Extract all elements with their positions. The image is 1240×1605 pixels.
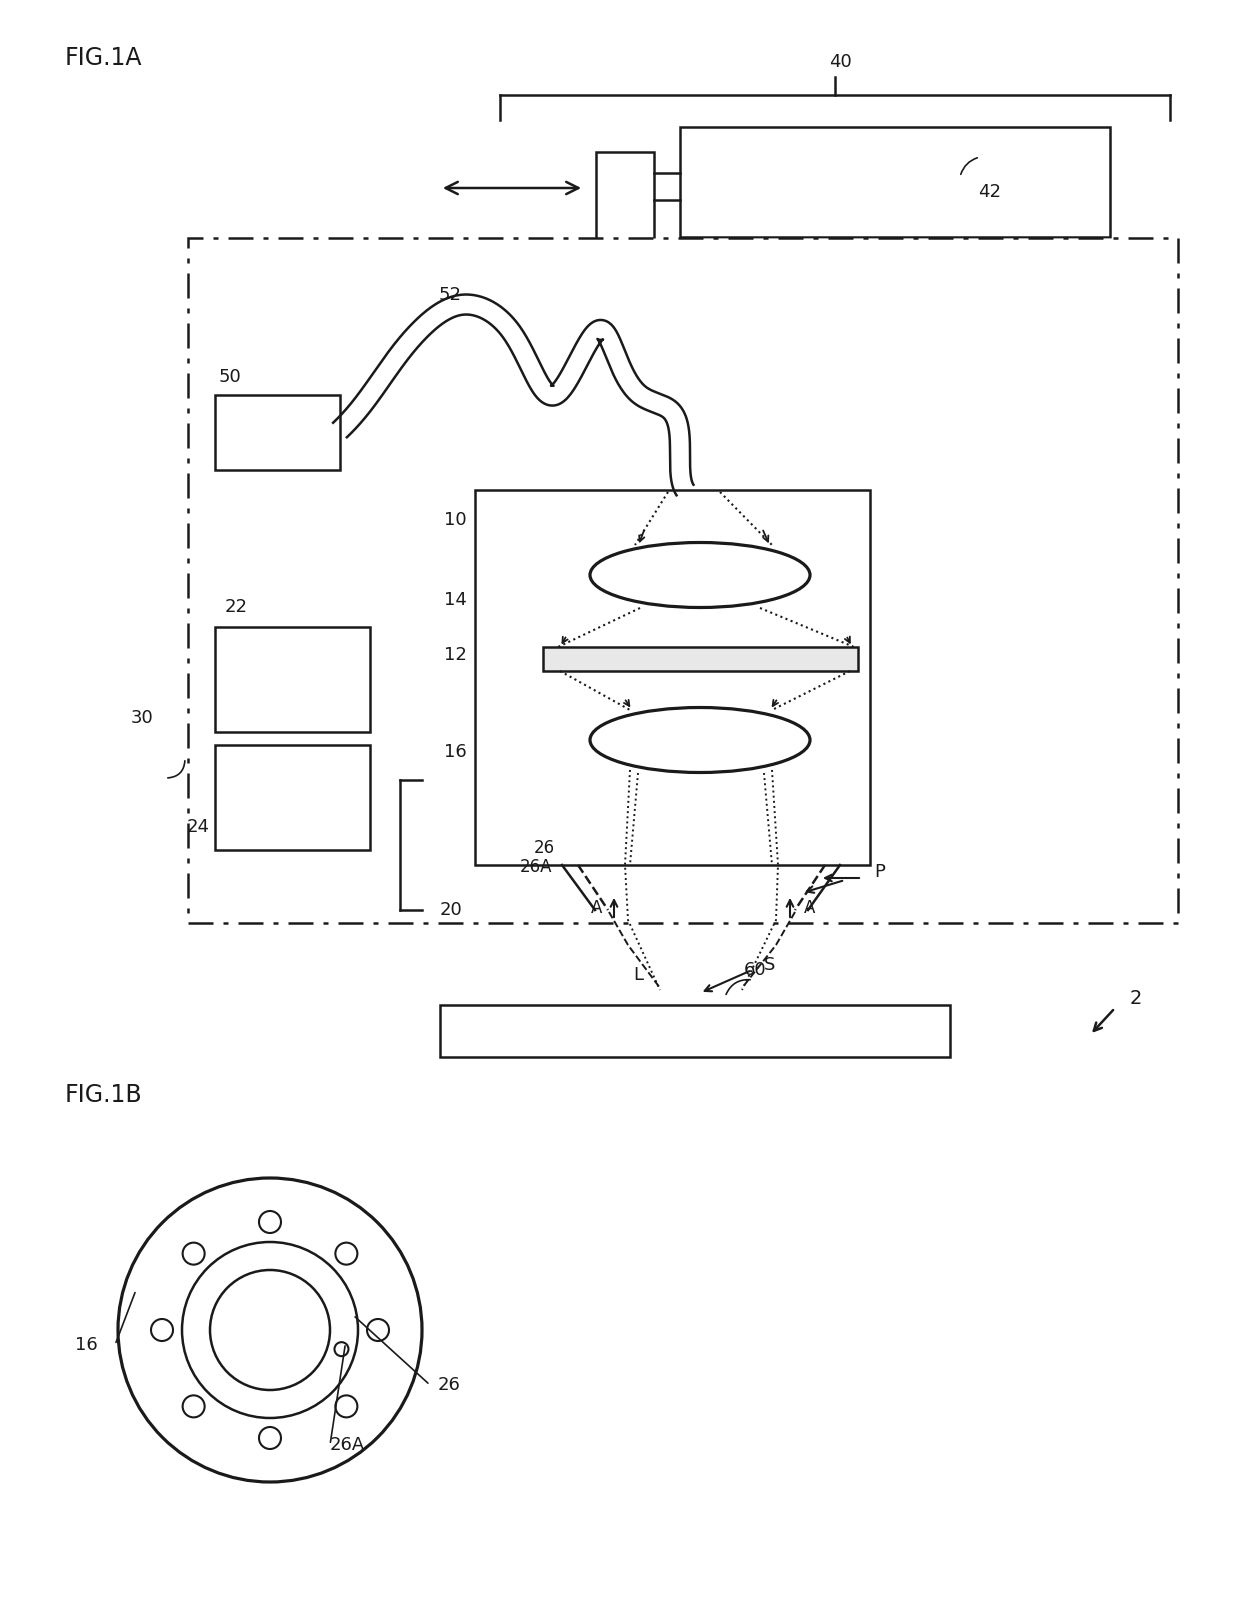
Text: A: A: [591, 899, 603, 916]
Text: 10: 10: [444, 510, 467, 530]
Text: 2: 2: [1130, 989, 1142, 1008]
Bar: [440, 1005, 950, 1058]
Bar: [215, 395, 340, 470]
Circle shape: [259, 1212, 281, 1233]
Bar: [215, 628, 370, 732]
Text: 42: 42: [978, 183, 1002, 201]
Text: 26: 26: [438, 1375, 461, 1395]
Text: FIG.1A: FIG.1A: [64, 47, 143, 71]
Text: 22: 22: [224, 599, 248, 616]
Text: 60: 60: [744, 961, 766, 979]
Text: P: P: [874, 863, 885, 881]
Text: 26A: 26A: [330, 1436, 366, 1454]
Text: 50: 50: [218, 368, 242, 385]
Circle shape: [335, 1242, 357, 1265]
Bar: [680, 127, 1110, 238]
Circle shape: [367, 1319, 389, 1342]
Text: 40: 40: [828, 53, 852, 71]
Text: FIG.1B: FIG.1B: [64, 1083, 143, 1107]
Text: L: L: [632, 966, 644, 984]
Text: S: S: [764, 957, 776, 974]
Bar: [475, 490, 870, 865]
Circle shape: [335, 1395, 357, 1417]
Text: 14: 14: [444, 591, 467, 608]
Text: 16: 16: [76, 1335, 98, 1355]
Text: 24: 24: [187, 819, 210, 836]
Text: 26A: 26A: [520, 859, 552, 876]
Circle shape: [151, 1319, 174, 1342]
Bar: [596, 152, 653, 241]
Text: A: A: [805, 899, 816, 916]
Circle shape: [182, 1242, 205, 1265]
Text: 26: 26: [534, 839, 556, 857]
Bar: [215, 745, 370, 851]
Circle shape: [182, 1395, 205, 1417]
Circle shape: [335, 1342, 348, 1356]
Text: 12: 12: [444, 645, 467, 664]
Bar: [188, 238, 1178, 923]
Circle shape: [259, 1427, 281, 1449]
Text: 30: 30: [130, 709, 154, 727]
Text: 20: 20: [440, 900, 463, 920]
Text: 52: 52: [439, 286, 461, 303]
Text: 16: 16: [444, 743, 467, 761]
Bar: [543, 647, 858, 671]
